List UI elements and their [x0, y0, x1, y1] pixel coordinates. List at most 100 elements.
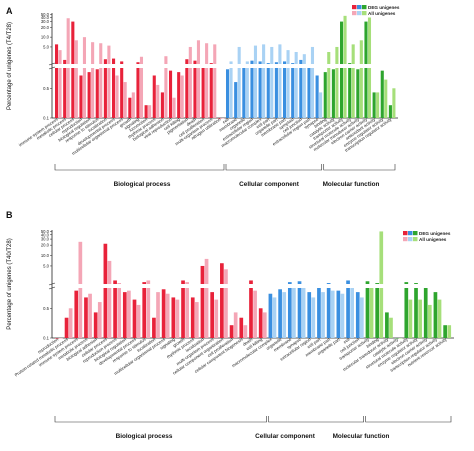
bar-deg — [84, 297, 88, 338]
bar-all — [294, 52, 298, 118]
bar-all — [360, 297, 364, 338]
bar-deg — [93, 312, 98, 338]
bar-deg — [443, 325, 447, 338]
legend-swatch-all — [403, 237, 408, 242]
bar-all — [310, 46, 315, 119]
bar-deg — [364, 21, 368, 118]
bar-all — [418, 299, 422, 338]
group-bracket — [54, 164, 225, 171]
group-label: Cellular component — [255, 433, 316, 440]
axis-break — [53, 284, 454, 288]
legend-swatch-all — [408, 237, 413, 242]
bar-deg — [210, 292, 215, 338]
bar-all — [156, 292, 160, 338]
y-tick-label: 50.0 — [41, 12, 50, 17]
bar-deg — [220, 263, 224, 338]
bar-all — [408, 299, 413, 338]
bar-deg — [266, 63, 270, 118]
bar-all — [156, 84, 160, 118]
bar-deg — [388, 105, 392, 118]
bar-deg — [356, 69, 360, 118]
bar-all — [359, 40, 363, 118]
bar-all — [229, 61, 233, 118]
panel-letter: A — [6, 6, 13, 16]
bar-all — [175, 299, 180, 338]
bar-deg — [287, 282, 292, 338]
bar-deg — [372, 92, 376, 118]
bar-all — [131, 92, 135, 118]
bar-all — [117, 283, 122, 338]
bar-deg — [258, 61, 262, 118]
legend-swatch-all — [357, 11, 362, 16]
bar-all — [384, 79, 388, 118]
y-tick-label: 20.0 — [41, 243, 50, 248]
bar-deg — [380, 70, 384, 118]
bar-all — [286, 50, 290, 119]
bar-all — [437, 299, 442, 338]
bar-deg — [200, 265, 205, 338]
bar-all — [224, 269, 228, 338]
bar-all — [302, 54, 306, 118]
y-tick-label: 0.1 — [43, 336, 49, 341]
bar-deg — [103, 59, 107, 118]
bar-all — [213, 44, 217, 118]
bar-deg — [152, 75, 156, 118]
bar-deg — [55, 44, 59, 118]
y-tick-label: 40.0 — [41, 15, 50, 20]
bar-deg — [144, 105, 148, 118]
y-axis-label: Percentage of unigenes (T40/T28) — [7, 238, 13, 329]
category-label: cell — [222, 117, 230, 125]
bar-all — [301, 284, 306, 338]
bar-deg — [71, 21, 75, 118]
bar-all — [351, 44, 355, 118]
bar-all — [68, 308, 73, 338]
bar-deg — [234, 82, 238, 118]
bar-deg — [423, 284, 428, 338]
bar-deg — [336, 290, 341, 338]
legend-swatch-deg — [357, 5, 362, 10]
bar-deg — [258, 308, 263, 338]
bar-deg — [132, 299, 137, 338]
group-label: Biological process — [116, 433, 173, 440]
group-label: Biological process — [114, 181, 171, 188]
bar-all — [107, 45, 111, 118]
bar-deg — [278, 289, 282, 338]
bar-all — [78, 241, 83, 338]
y-tick-label: 20.0 — [41, 25, 50, 30]
bar-deg — [326, 283, 331, 338]
legend-swatch-deg — [362, 5, 367, 10]
bar-deg — [171, 297, 176, 338]
bar-all — [350, 284, 354, 338]
bar-all — [66, 18, 70, 118]
bar-all — [292, 284, 296, 338]
y-tick-label: 10.0 — [41, 35, 50, 40]
bar-all — [107, 260, 112, 338]
bar-all — [270, 46, 274, 119]
bar-deg — [181, 280, 185, 338]
bar-deg — [414, 283, 418, 338]
bar-deg — [122, 292, 127, 338]
break-mark — [48, 282, 56, 290]
bar-deg — [161, 289, 166, 338]
bar-all — [172, 97, 176, 118]
group-label: Molecular function — [323, 181, 380, 188]
bar-deg — [323, 72, 327, 118]
bar-deg — [185, 59, 189, 118]
bar-deg — [250, 60, 254, 118]
bar-deg — [385, 312, 389, 338]
legend-swatch-deg — [403, 231, 408, 236]
bar-all — [136, 304, 141, 338]
bar-all — [88, 293, 92, 338]
bar-deg — [190, 297, 195, 338]
bar-all — [243, 325, 248, 338]
bar-deg — [283, 61, 287, 118]
bar-deg — [297, 281, 302, 338]
y-tick-label: 5.0 — [43, 44, 49, 49]
legend-swatch-all — [413, 237, 418, 242]
bar-deg — [307, 64, 311, 118]
legend-swatch-deg — [408, 231, 413, 236]
bar-deg — [63, 59, 67, 118]
panel-a: A Percentage of unigenes (T4/T28) 50.040.0… — [6, 5, 400, 188]
category-label: growth — [172, 336, 186, 348]
